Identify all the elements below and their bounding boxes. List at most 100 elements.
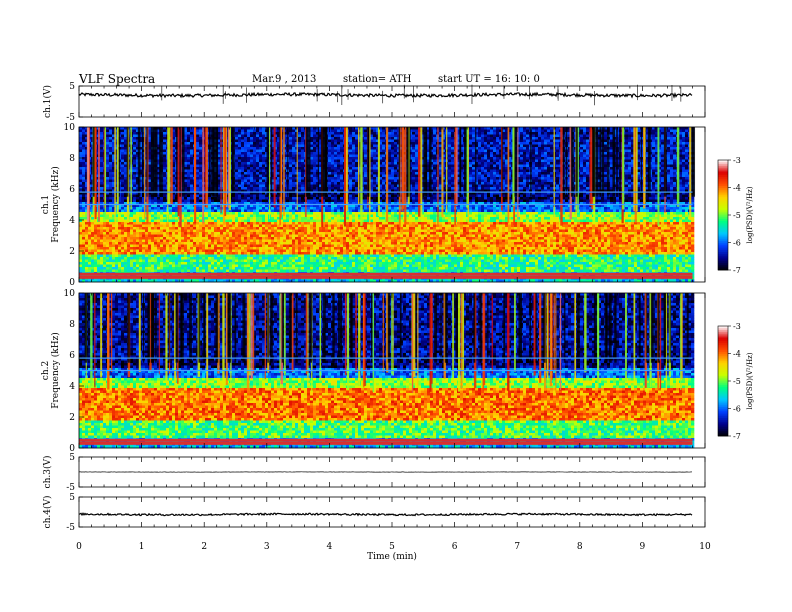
spectrogram-cell <box>505 137 509 140</box>
spectrogram-cell <box>85 159 89 163</box>
spectrogram-cell <box>172 162 176 165</box>
spectrogram-cell <box>313 157 317 160</box>
spectrogram-cell <box>253 182 257 185</box>
spectrogram-cell <box>139 149 143 153</box>
spectrogram-cell <box>655 142 659 145</box>
spectrogram-cell <box>379 179 383 183</box>
spectrogram-cell <box>121 142 125 145</box>
spectrogram-cell <box>310 174 314 178</box>
spectrogram-cell <box>271 137 275 140</box>
spectrogram-cell <box>136 184 140 188</box>
spectrogram-cell <box>433 169 437 173</box>
spectrogram-cell <box>637 167 641 170</box>
spectrogram-cell <box>331 167 335 170</box>
spectrogram-cell <box>499 154 503 158</box>
spectrogram-cell <box>184 177 188 180</box>
spectrogram-cell <box>412 164 416 168</box>
spectrogram-cell <box>451 174 455 178</box>
spectrogram-cell <box>520 182 524 185</box>
spectrogram-cell <box>379 154 383 158</box>
spectrogram-cell <box>490 127 494 130</box>
spectrogram-cell <box>238 184 242 188</box>
spectrogram-cell <box>439 137 443 140</box>
spectrogram-cell <box>472 154 476 158</box>
spectrogram-cell <box>238 154 242 158</box>
spectrogram-cell <box>226 177 230 180</box>
spectrogram-cell <box>238 179 242 183</box>
spectrogram-cell <box>85 174 89 178</box>
spectrogram-cell <box>631 147 635 150</box>
spectrogram-cell <box>391 157 395 160</box>
spectrogram-cell <box>100 147 104 150</box>
spectrogram-cell <box>487 157 491 160</box>
spectrogram-cell <box>319 157 323 160</box>
spectrogram-cell <box>388 164 392 168</box>
spectrogram-cell <box>106 127 110 130</box>
spectrogram-cell <box>637 172 641 175</box>
spectrogram-cell <box>397 134 401 138</box>
spectrogram-cell <box>109 132 113 135</box>
spectrogram-cell <box>292 169 296 173</box>
spectrogram-cell <box>667 152 671 155</box>
spectrogram-cell <box>142 147 146 150</box>
spectrogram-cell <box>142 144 146 148</box>
spectrogram-cell <box>685 154 689 158</box>
spectrogram-cell <box>487 182 491 185</box>
spectrogram-cell <box>334 129 338 133</box>
spectrogram-cell <box>139 167 143 170</box>
spectrogram-cell <box>148 134 152 138</box>
spectrogram-cell <box>241 134 245 138</box>
spectrogram-cell <box>340 164 344 168</box>
spectrogram-cell <box>430 157 434 160</box>
spectrogram-cell <box>328 179 332 183</box>
spectrogram-cell <box>376 169 380 173</box>
spectrogram-cell <box>430 147 434 150</box>
spectrogram-cell <box>394 179 398 183</box>
spectrogram-cell <box>412 179 416 183</box>
spectrogram-cell <box>388 147 392 150</box>
spectrogram-cell <box>556 162 560 165</box>
spectrogram-cell <box>133 149 137 153</box>
spectrogram-cell <box>493 174 497 178</box>
spectrogram-cell <box>253 157 257 160</box>
spectrogram-cell <box>172 184 176 188</box>
spectrogram-cell <box>658 182 662 185</box>
spectrogram-cell <box>196 169 200 173</box>
spectrogram-cell <box>241 157 245 160</box>
spectrogram-cell <box>472 127 476 130</box>
spectrogram-cell <box>427 127 431 130</box>
spectrogram-cell <box>157 169 161 173</box>
spectrogram-cell <box>241 164 245 168</box>
spectrogram-cell <box>685 149 689 153</box>
spectrogram-cell <box>472 177 476 180</box>
spectrogram-cell <box>631 134 635 138</box>
spectrogram-cell <box>106 182 110 185</box>
spectrogram-cell <box>433 134 437 138</box>
spectrogram-cell <box>124 174 128 178</box>
spectrogram-cell <box>373 137 377 140</box>
spectrogram-cell <box>256 174 260 178</box>
spectrogram-cell <box>163 147 167 150</box>
spectrogram-cell <box>430 137 434 140</box>
spectrogram-cell <box>187 167 191 170</box>
spectrogram-cell <box>541 149 545 153</box>
spectrogram-cell <box>316 172 320 175</box>
spectrogram-cell <box>277 184 281 188</box>
spectrogram-cell <box>358 167 362 170</box>
spectrogram-cell <box>133 174 137 178</box>
spectrogram-cell <box>667 182 671 185</box>
spectrogram-cell <box>532 144 536 148</box>
spectrogram-cell <box>259 177 263 180</box>
spectrogram-cell <box>442 179 446 183</box>
spectrogram-cell <box>658 172 662 175</box>
spectrogram-cell <box>415 137 419 140</box>
spectrogram-cell <box>679 162 683 165</box>
spectrogram-cell <box>331 172 335 175</box>
spectrogram-cell <box>388 129 392 133</box>
spectrogram-cell <box>217 149 221 153</box>
spectrogram-cell <box>481 167 485 170</box>
spectrogram-cell <box>376 154 380 158</box>
spectrogram-cell <box>670 147 674 150</box>
spectrogram-cell <box>439 127 443 130</box>
spectrogram-cell <box>316 167 320 170</box>
